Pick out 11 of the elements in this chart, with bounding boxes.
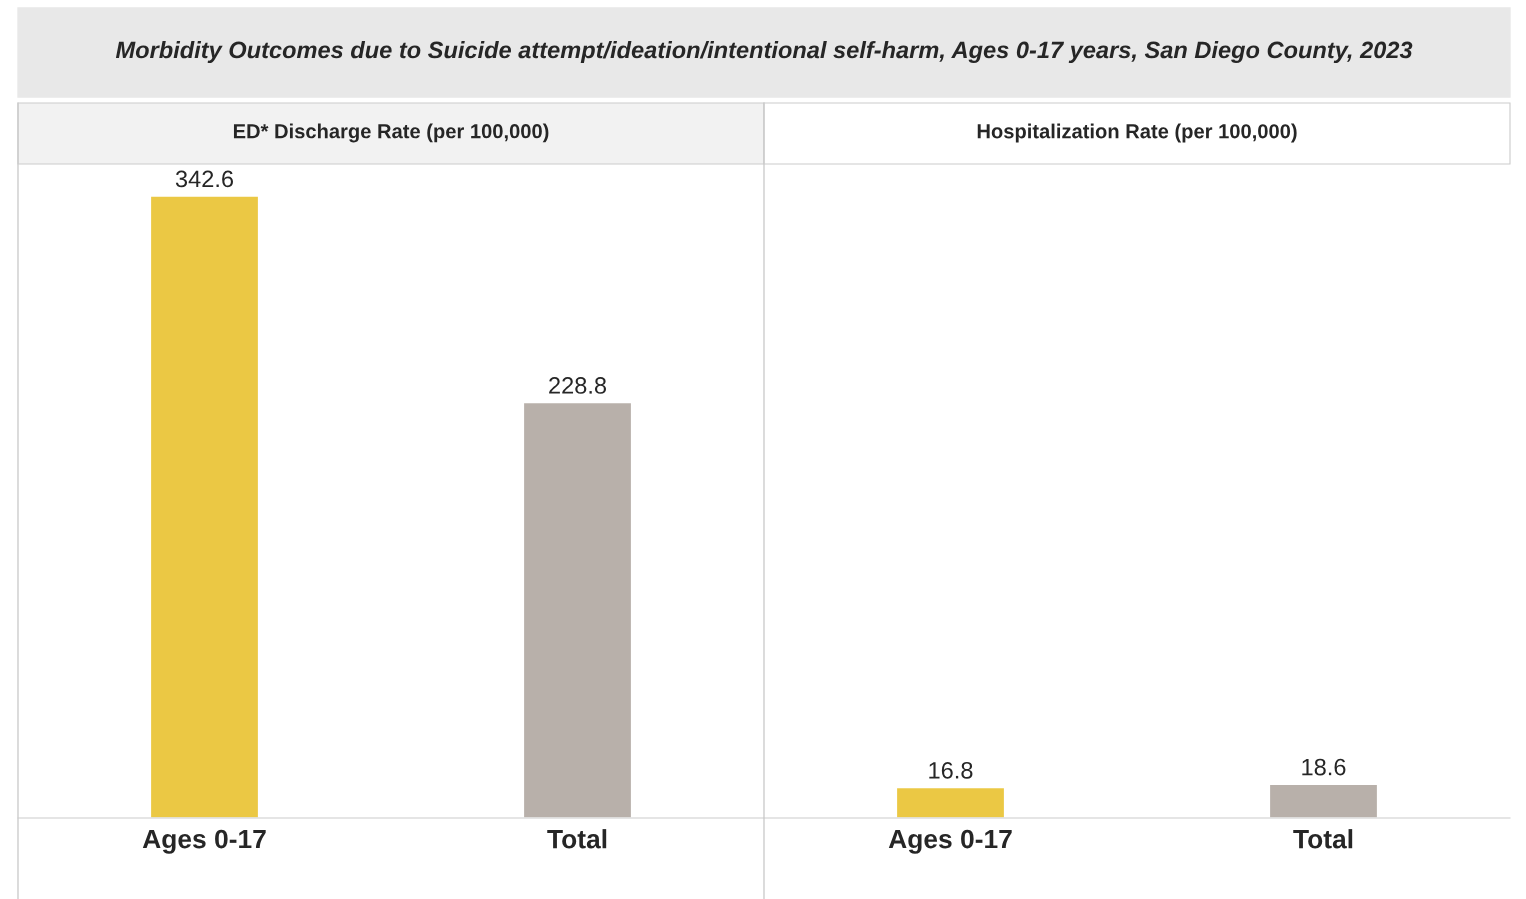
chart-title: Morbidity Outcomes due to Suicide attempt/ideation/intentional self-harm, Ages 0-17 years, San Diego County, 2023 (115, 41, 1413, 63)
x-tick-label: Ages 0-17 (888, 829, 1012, 854)
x-tick-label: Total (1293, 829, 1353, 849)
chart-subtitle: ED* Discharge Rate (per 100,000) (233, 123, 549, 143)
data-label: 228.8 (549, 377, 607, 394)
data-label: 18.6 (1302, 758, 1346, 776)
chart-subtitle: Hospitalization Rate (per 100,000) (977, 123, 1297, 143)
data-label: 16.8 (929, 761, 973, 779)
data-label: 342.6 (175, 170, 234, 188)
x-tick-label: Total (547, 829, 607, 849)
x-tick-label: Ages 0-17 (142, 829, 266, 854)
